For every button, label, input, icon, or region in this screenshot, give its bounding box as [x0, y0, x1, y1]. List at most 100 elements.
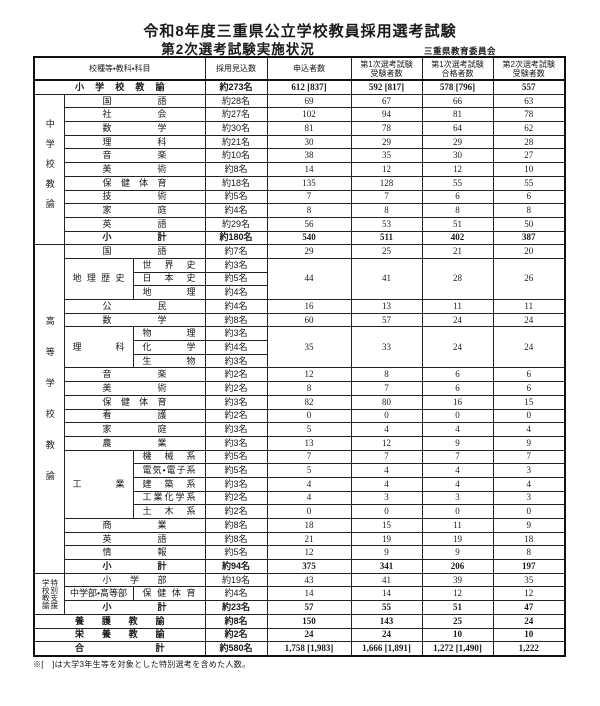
value-cell: 19	[421, 531, 494, 547]
value-cell: 30	[421, 148, 494, 164]
subject-cell: 看護	[63, 408, 206, 424]
value-cell: 15	[492, 394, 566, 410]
subject-cell: 音楽	[63, 367, 206, 383]
value-cell: 135	[266, 175, 352, 191]
value-cell: 128	[350, 175, 423, 191]
subject-cell: 栄養教諭	[33, 627, 206, 643]
value-cell: 7	[350, 449, 423, 465]
sub-subject-cell: 世界史	[132, 257, 206, 273]
table-row: 小計 約180名 540 511 402 387	[34, 230, 566, 246]
quota-cell: 約2名	[204, 367, 268, 383]
value-cell: 78	[350, 121, 423, 136]
table-row: 公民 約4名 16 13 11 11	[34, 299, 566, 314]
value-cell: 14	[266, 586, 352, 602]
value-cell: 82	[266, 394, 352, 410]
quota-cell: 約18名	[204, 175, 268, 191]
subject-cell: 英語	[63, 216, 206, 232]
group-label-cell: 理科	[63, 326, 134, 369]
value-cell: 64	[421, 121, 494, 136]
sub-subject-cell: 機械系	[132, 449, 206, 465]
value-cell: 25	[350, 244, 423, 259]
value-cell: 375	[266, 559, 352, 574]
table-row: 美術 約2名 8 7 6 6	[34, 381, 566, 396]
value-cell: 7	[266, 449, 352, 465]
value-cell: 0	[421, 408, 494, 424]
value-cell: 8	[266, 381, 352, 396]
table-row: 中学部・高等部 保健体育 約4名 14 14 12 12	[34, 586, 566, 602]
value-cell: 0	[266, 504, 352, 519]
quota-cell: 約4名	[204, 285, 268, 300]
table-row: 理科 約21名 30 29 29 28	[34, 134, 566, 150]
value-cell: 10	[421, 627, 494, 643]
value-cell: 4	[421, 422, 494, 437]
value-cell: 26	[492, 257, 566, 301]
value-cell: 21	[266, 531, 352, 547]
subject-cell: 小計	[63, 230, 206, 246]
sub-subject-cell: 工業化学系	[132, 490, 206, 506]
quota-cell: 約19名	[204, 572, 268, 588]
value-cell: 4	[350, 422, 423, 437]
quota-cell: 約4名	[204, 203, 268, 218]
organization-label: 三重県教育委員会	[424, 46, 497, 56]
value-cell: 4	[350, 476, 423, 492]
value-cell: 28	[421, 257, 494, 301]
value-cell: 3	[492, 463, 566, 478]
sub-subject-cell: 建築系	[132, 476, 206, 492]
table-row: 特別支援 学校教諭 小学部 約19名 43 41 39 35	[33, 572, 566, 615]
value-cell: 341	[350, 559, 423, 574]
value-cell: 5	[266, 422, 352, 437]
table-row: 小計 約23名 57 55 51 47	[34, 600, 566, 615]
quota-cell: 約2名	[204, 504, 268, 519]
quota-cell: 約4名	[204, 299, 268, 314]
subject-cell: 養護教諭	[33, 613, 206, 629]
table-row: 看護 約2名 0 0 0 0	[34, 408, 566, 424]
table-row: 化学 約4名	[34, 340, 565, 355]
table-row: 音楽 約10名 38 35 30 27	[34, 148, 566, 164]
subject-cell: 国語	[63, 93, 206, 109]
value-cell: 9	[492, 518, 566, 533]
value-cell: 8	[421, 203, 494, 218]
value-cell: 11	[421, 518, 494, 533]
group-label-cell: 地理歴史	[63, 257, 134, 301]
quota-cell: 約3名	[204, 394, 268, 410]
section-junior-high: 中学校教諭 国語 約28名 69 67 66 63 社会 約27名 102 94 81 78 数学 約30名…	[33, 93, 566, 246]
value-cell: 0	[421, 504, 494, 519]
value-cell: 25	[421, 613, 494, 629]
quota-cell: 約5名	[204, 463, 268, 478]
section-label: 高等学校教諭	[33, 244, 65, 574]
quota-cell: 約21名	[204, 134, 268, 150]
quota-cell: 約4名	[204, 340, 268, 355]
value-cell: 15	[350, 518, 423, 533]
quota-cell: 約8名	[204, 312, 268, 328]
value-cell: 7	[492, 449, 566, 465]
subject-cell: 理科	[63, 134, 206, 150]
value-cell: 33	[350, 326, 423, 369]
value-cell: 0	[350, 504, 423, 519]
value-cell: 51	[421, 216, 494, 232]
quota-cell: 約2名	[204, 381, 268, 396]
value-cell: 4	[421, 476, 494, 492]
table-row: 保健体育 約3名 82 80 16 15	[34, 394, 566, 410]
value-cell: 1,222	[492, 641, 566, 657]
value-cell: 10	[492, 627, 566, 643]
quota-cell: 約8名	[204, 531, 268, 547]
quota-cell: 約27名	[204, 107, 268, 123]
table-row: 小計 約94名 375 341 206 197	[34, 559, 566, 574]
value-cell: 3	[421, 490, 494, 506]
quota-cell: 約3名	[204, 476, 268, 492]
column-header: 第1次選考試験 受験者数	[350, 56, 423, 81]
value-cell: 1,666 [1,891]	[350, 641, 423, 657]
value-cell: 540	[266, 230, 352, 246]
value-cell: 402	[421, 230, 494, 246]
value-cell: 12	[266, 545, 352, 561]
subject-cell: 小学校教諭	[33, 79, 206, 95]
section-grand-total: 合計 約580名 1,758 [1,983] 1,666 [1,891] 1,272 […	[33, 641, 566, 657]
sub-subject-cell: 日本史	[132, 271, 206, 287]
section-nursing-teacher: 養護教諭 約8名 150 143 25 24	[33, 613, 566, 629]
value-cell: 9	[421, 545, 494, 561]
table-row: 地理歴史 世界史 約3名 44 41 28 26	[34, 257, 566, 301]
value-cell: 16	[421, 394, 494, 410]
subject-cell: 国語	[63, 244, 206, 259]
value-cell: 7	[421, 449, 494, 465]
sub-subject-cell: 土木系	[132, 504, 206, 519]
